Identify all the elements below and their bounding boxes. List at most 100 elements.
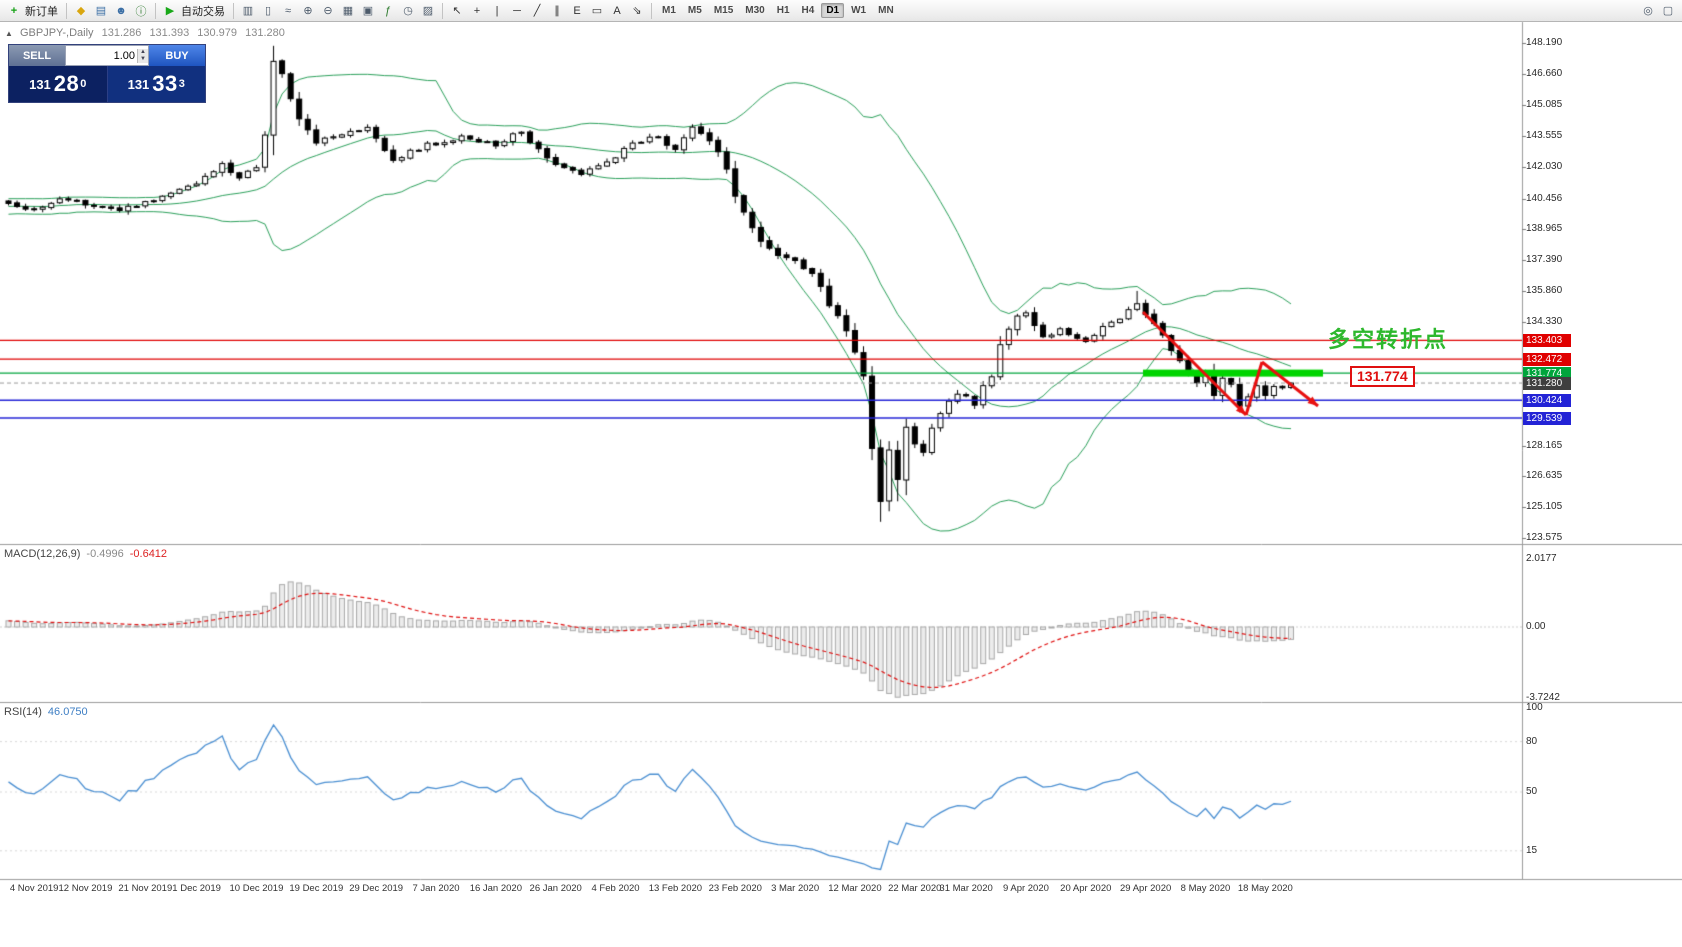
timeframe-button-m30[interactable]: M30 [745, 5, 765, 16]
timeframe-button-w1[interactable]: W1 [851, 5, 867, 16]
price-level-badge: 130.424 [1523, 393, 1571, 407]
price-level-badge: 133.403 [1523, 333, 1571, 347]
price-axis-label: 128.165 [1526, 439, 1563, 451]
terminal-icon[interactable]: ⓘ [135, 5, 147, 18]
channel-icon[interactable]: ∥ [554, 5, 560, 17]
rsi-axis-label: 100 [1526, 702, 1543, 713]
auto-arrange-icon[interactable]: ▣ [362, 5, 374, 17]
ohlc-high: 131.393 [149, 27, 190, 39]
price-axis-label: 123.575 [1526, 532, 1563, 543]
sell-button[interactable]: SELL [9, 45, 65, 66]
toolbar: + 新订单 ◆ ▤ ☻ ⓘ ▶ 自动交易 ▥ ▯ ≈ ⊕ ⊖ ▦ ▣ ƒ ◷ ▨ ↖ + | ─ ╱ ∥ E ▭ A ⇘ M1 M5 M15… [0, 0, 1682, 22]
timeframe-button-m5[interactable]: M5 [687, 5, 702, 16]
autotrading-icon[interactable]: ▶ [165, 5, 175, 17]
tile-windows-icon[interactable]: ▦ [342, 5, 354, 17]
macd-axis-label: 2.0177 [1526, 553, 1557, 564]
toolbar-separator [233, 2, 234, 19]
periods-icon[interactable]: ◷ [403, 5, 413, 17]
templates-icon[interactable]: ▨ [422, 5, 434, 17]
horizontal-line-icon[interactable]: ─ [513, 4, 521, 17]
chart-title: ▲ GBPJPY-,Daily 131.286 131.393 130.979 … [5, 27, 285, 39]
new-order-label[interactable]: 新订单 [25, 5, 58, 18]
ohlc-close: 131.280 [245, 27, 285, 39]
price-axis-label: 145.085 [1526, 99, 1563, 111]
date-label: 23 Feb 2020 [708, 883, 762, 894]
date-label: 21 Nov 2019 [118, 883, 173, 894]
ask-sup: 3 [178, 78, 185, 90]
price-axis-label: 148.190 [1526, 37, 1563, 48]
timeframe-button-h1[interactable]: H1 [776, 5, 790, 16]
trendline-icon[interactable]: ╱ [533, 5, 541, 17]
date-label: 26 Jan 2020 [529, 883, 582, 894]
autotrading-label[interactable]: 自动交易 [181, 5, 225, 18]
zoom-in-icon[interactable]: ⊕ [303, 5, 313, 17]
ask-main: 131 [127, 76, 150, 92]
rsi-name: RSI(14) [4, 706, 42, 718]
toolbar-separator [442, 2, 443, 19]
search-icon[interactable]: ◎ [1643, 5, 1653, 17]
timeframe-button-mn[interactable]: MN [878, 5, 894, 16]
timeframe-button-m1[interactable]: M1 [662, 5, 676, 16]
one-click-trade-panel: SELL ▲ ▼ BUY 131 28 0 131 33 3 [8, 44, 206, 103]
date-label: 4 Feb 2020 [591, 883, 640, 894]
vertical-line-icon[interactable]: | [495, 4, 499, 17]
bid-price-display[interactable]: 131 28 0 [9, 66, 108, 102]
collapse-chart-arrow[interactable]: ▲ [5, 29, 13, 38]
date-label: 13 Feb 2020 [648, 883, 703, 894]
ask-pips: 33 [152, 71, 178, 96]
price-axis-label: 125.105 [1526, 501, 1563, 513]
rsi-label: RSI(14) 46.0750 [4, 706, 88, 718]
date-label: 20 Apr 2020 [1060, 883, 1112, 894]
toolbar-separator [66, 2, 67, 19]
macd-label: MACD(12,26,9) -0.4996 -0.6412 [4, 548, 167, 560]
price-axis-label: 143.555 [1526, 130, 1563, 142]
indicators-icon[interactable]: ƒ [384, 4, 392, 17]
buy-button[interactable]: BUY [149, 45, 205, 66]
candlestick-chart-icon[interactable]: ▯ [264, 5, 272, 17]
macd-signal-value: -0.6412 [129, 548, 168, 560]
window-icon[interactable]: ▢ [1662, 5, 1674, 17]
volume-input[interactable] [66, 49, 137, 62]
date-label: 12 Mar 2020 [828, 883, 882, 894]
timeframe-button-h4[interactable]: H4 [801, 5, 815, 16]
macd-name: MACD(12,26,9) [4, 548, 81, 560]
price-level-badge: 129.539 [1523, 411, 1571, 425]
bid-pips: 28 [53, 71, 80, 96]
market-watch-icon[interactable]: ◆ [76, 5, 86, 17]
arrows-icon[interactable]: ⇘ [632, 5, 642, 17]
date-label: 19 Dec 2019 [289, 883, 344, 894]
navigator-icon[interactable]: ☻ [115, 4, 127, 17]
bar-chart-icon[interactable]: ▥ [242, 5, 254, 17]
line-chart-icon[interactable]: ≈ [284, 4, 292, 17]
date-label: 29 Dec 2019 [349, 883, 404, 894]
toolbar-separator [651, 2, 652, 19]
price-axis-label: 140.456 [1526, 192, 1563, 204]
cursor-icon[interactable]: ↖ [452, 5, 462, 17]
toolbar-separator [155, 2, 156, 19]
shapes-icon[interactable]: ▭ [591, 5, 603, 17]
volume-up-arrow[interactable]: ▲ [137, 48, 148, 56]
ask-price-display[interactable]: 131 33 3 [107, 66, 205, 102]
macd-axis-label: -3.7242 [1526, 692, 1560, 703]
fibonacci-icon[interactable]: E [573, 4, 581, 17]
bid-price-badge: 131.280 [1523, 376, 1571, 390]
zoom-out-icon[interactable]: ⊖ [323, 5, 333, 17]
price-axis-label: 135.860 [1526, 284, 1563, 296]
date-label: 3 Mar 2020 [771, 883, 820, 894]
data-window-icon[interactable]: ▤ [95, 5, 107, 17]
date-label: 4 Nov 2019 [9, 883, 59, 894]
price-flag-131774[interactable]: 131.774 [1350, 366, 1415, 387]
ohlc-open: 131.286 [101, 27, 142, 39]
symbol-period-label: GBPJPY-,Daily [19, 27, 94, 39]
crosshair-icon[interactable]: + [473, 4, 481, 17]
bid-main: 131 [29, 76, 51, 92]
volume-down-arrow[interactable]: ▼ [137, 55, 148, 63]
timeframe-button-d1[interactable]: D1 [821, 3, 845, 18]
date-label: 22 Mar 2020 [888, 883, 942, 894]
text-icon[interactable]: A [613, 4, 621, 17]
timeframe-button-m15[interactable]: M15 [713, 5, 734, 16]
new-order-icon[interactable]: + [10, 4, 18, 17]
date-label: 18 May 2020 [1237, 883, 1293, 894]
